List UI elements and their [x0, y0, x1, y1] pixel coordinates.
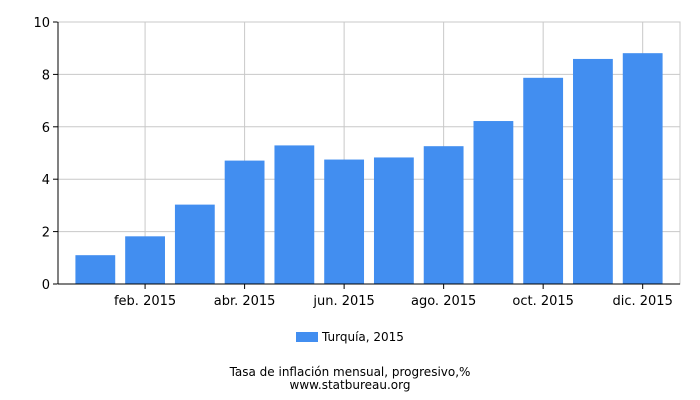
y-tick-label: 2 [42, 226, 50, 241]
bar [274, 145, 315, 284]
chart-title: Tasa de inflación mensual, progresivo,% [229, 365, 471, 379]
x-tick-label: jun. 2015 [312, 294, 374, 309]
legend: Turquía, 2015 [0, 330, 700, 344]
x-tick-label: feb. 2015 [114, 294, 176, 309]
bar [622, 53, 663, 284]
bar [523, 77, 564, 284]
x-tick-label: dic. 2015 [612, 294, 672, 309]
bar [324, 159, 365, 284]
legend-label: Turquía, 2015 [322, 330, 404, 344]
bar [125, 236, 165, 284]
x-tick-label: ago. 2015 [411, 294, 476, 309]
y-tick-label: 6 [42, 121, 50, 136]
legend-swatch [296, 332, 319, 342]
x-tick-label: oct. 2015 [512, 294, 574, 309]
bar [373, 157, 414, 284]
bar [473, 121, 514, 284]
bar [174, 204, 215, 284]
bar [423, 146, 464, 284]
y-tick-label: 8 [42, 68, 50, 83]
bar [75, 255, 116, 284]
y-tick-label: 0 [42, 278, 50, 293]
bar-chart: 0 2 4 6 8 10 feb. 2015 abr. 2015 jun. 2015 ago. 2… [33, 16, 681, 309]
source-url: www.statbureau.org [289, 378, 411, 392]
x-tick-label: abr. 2015 [214, 294, 276, 309]
bar [573, 58, 613, 284]
y-tick-label: 10 [33, 16, 50, 31]
bar [224, 160, 265, 284]
y-tick-label: 4 [42, 173, 50, 188]
